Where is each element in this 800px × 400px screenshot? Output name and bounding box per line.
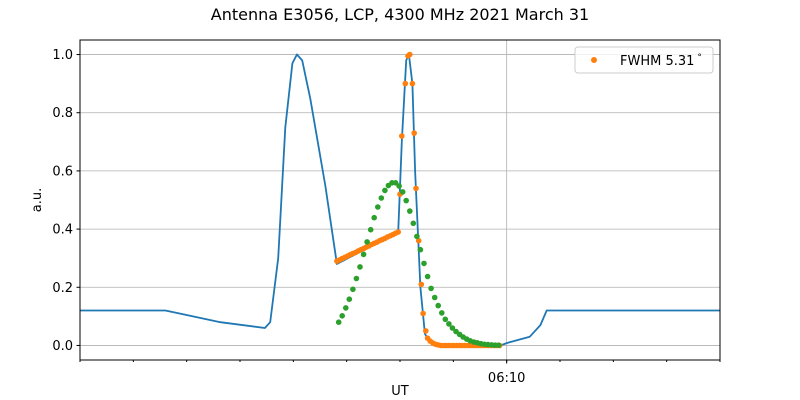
data-point-green <box>403 197 410 204</box>
data-point-green <box>382 187 388 194</box>
data-point-green <box>343 305 349 311</box>
y-tick-label: 0.2 <box>52 281 73 296</box>
data-point-orange <box>420 310 426 317</box>
y-tick-label: 0.4 <box>52 223 73 238</box>
data-point-green <box>346 296 353 303</box>
data-point-green <box>417 246 424 253</box>
data-point-green <box>435 302 442 309</box>
axes-ticks: 0.0 0.2 0.4 0.6 0.8 1.0 06:10 <box>52 48 721 386</box>
data-point-green <box>371 214 378 221</box>
y-tick-label: 0.6 <box>52 164 73 179</box>
legend: FWHM 5.31 ° <box>574 46 714 74</box>
series-layer <box>80 51 720 349</box>
data-point-green <box>378 195 385 201</box>
data-point-orange <box>399 133 405 139</box>
data-point-green <box>495 342 502 349</box>
chart-title: Antenna E3056, LCP, 4300 MHz 2021 March … <box>211 5 589 24</box>
data-point-orange <box>413 185 419 192</box>
series-line-blue <box>80 53 720 347</box>
data-point-green <box>367 226 374 233</box>
data-point-green <box>407 208 413 214</box>
data-point-green <box>339 313 346 319</box>
y-tick-label: 0.8 <box>52 106 73 121</box>
data-point-green <box>414 233 420 240</box>
legend-marker-orange <box>591 57 597 63</box>
data-point-orange <box>409 80 416 87</box>
data-point-green <box>421 260 427 267</box>
data-point-orange <box>402 80 409 87</box>
data-point-green <box>431 294 438 301</box>
data-point-green <box>442 316 449 323</box>
x-tick-label: 06:10 <box>488 371 525 386</box>
data-point-green <box>399 189 406 195</box>
data-point-green <box>357 264 363 270</box>
grid <box>80 40 720 360</box>
data-point-green <box>449 325 456 331</box>
data-point-green <box>350 286 356 293</box>
data-point-green <box>335 319 342 326</box>
data-point-orange <box>395 229 402 235</box>
data-point-green <box>375 204 381 210</box>
data-point-green <box>439 310 445 316</box>
data-point-orange <box>407 51 413 58</box>
data-point-green <box>428 285 434 292</box>
data-point-green <box>396 183 402 189</box>
data-point-green <box>353 275 360 282</box>
legend-label-text: FWHM 5.31 <box>620 54 694 69</box>
data-point-green <box>424 273 431 280</box>
legend-box <box>574 46 714 74</box>
data-point-orange <box>423 328 429 334</box>
data-point-orange <box>411 130 418 136</box>
data-point-green <box>410 220 417 227</box>
data-point-orange <box>415 237 422 244</box>
data-point-orange <box>418 281 425 288</box>
y-tick-label: 0.0 <box>52 339 73 354</box>
data-point-green <box>360 251 367 258</box>
data-point-green <box>446 321 452 327</box>
y-axis-label: a.u. <box>30 188 45 212</box>
y-tick-label: 1.0 <box>52 48 73 63</box>
x-axis-label: UT <box>391 384 409 399</box>
legend-label: FWHM 5.31 ° <box>620 53 702 69</box>
legend-degree: ° <box>697 53 702 63</box>
data-point-green <box>364 239 370 245</box>
